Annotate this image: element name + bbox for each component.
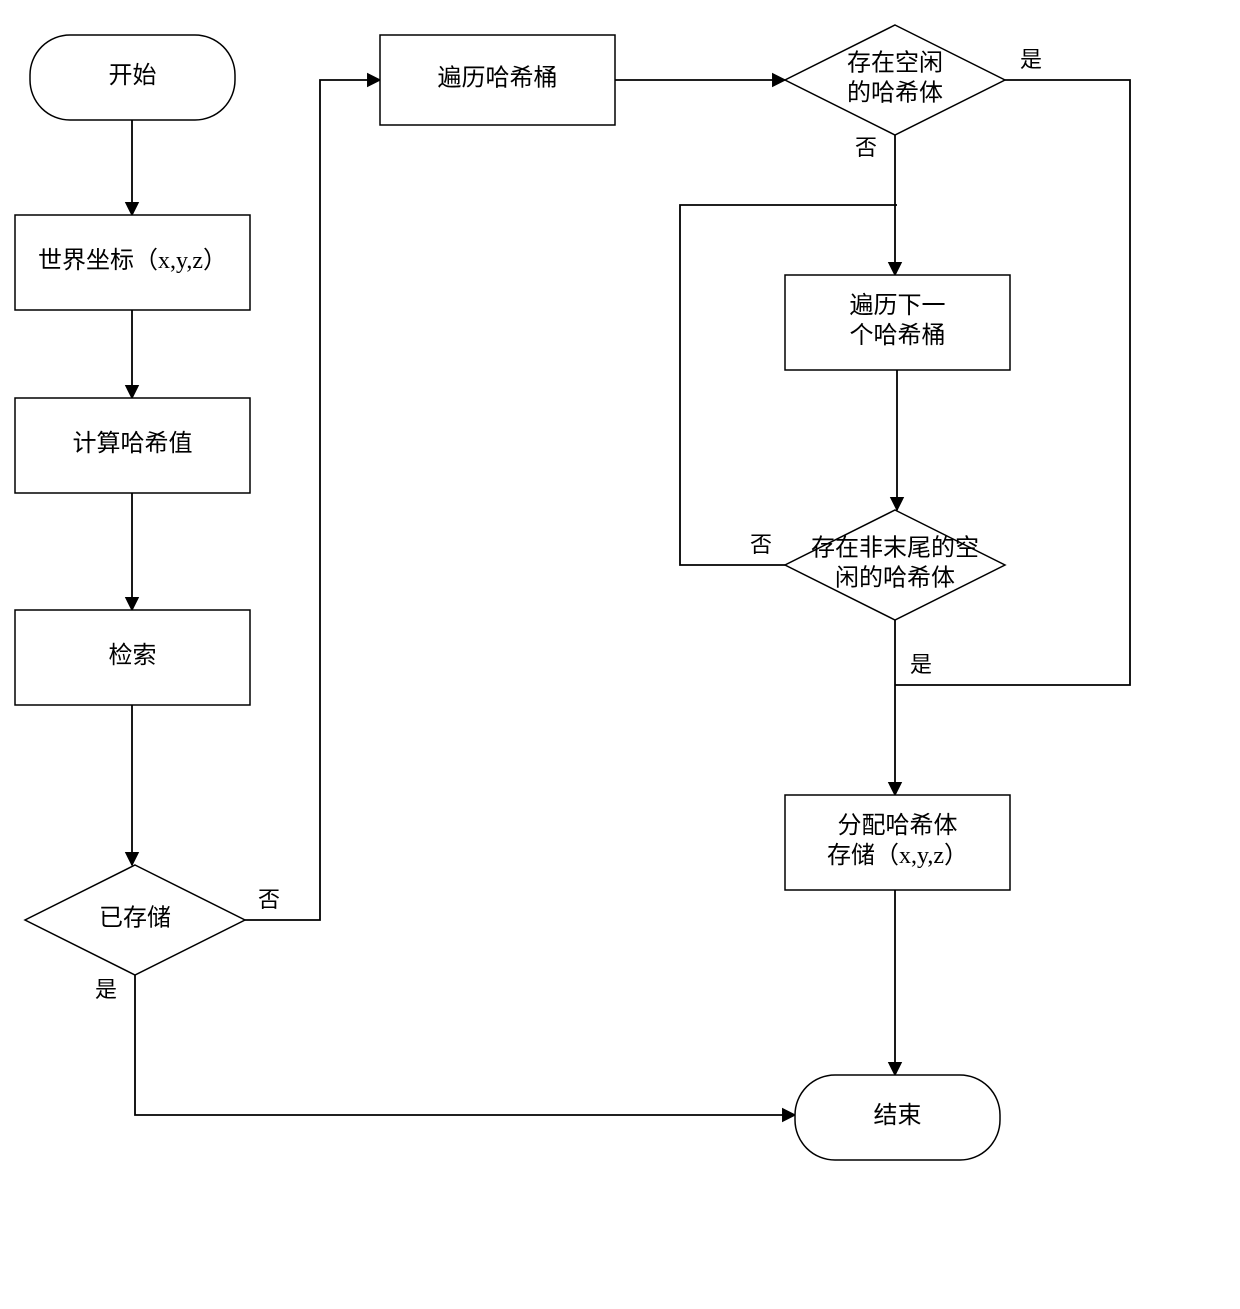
- node-free1: 存在空闲的哈希体: [785, 25, 1005, 135]
- edge-label: 是: [1020, 47, 1042, 72]
- node-alloc: 分配哈希体存储（x,y,z）: [785, 795, 1010, 890]
- node-label: 结束: [874, 1102, 922, 1129]
- edge-label: 否: [855, 135, 877, 160]
- node-label: 遍历下一: [850, 292, 946, 319]
- node-search: 检索: [15, 610, 250, 705]
- edge-label: 否: [750, 532, 772, 557]
- node-start: 开始: [30, 35, 235, 120]
- node-label: 世界坐标（x,y,z）: [38, 247, 227, 274]
- edge: [680, 205, 897, 565]
- node-trav: 遍历哈希桶: [380, 35, 615, 125]
- node-label: 存在非末尾的空: [811, 535, 979, 562]
- node-hash: 计算哈希值: [15, 398, 250, 493]
- nodes: 开始世界坐标（x,y,z） 计算哈希值检索已存储 遍历哈希桶 存在空闲的哈希体遍历下一…: [15, 25, 1010, 1160]
- node-label: 检索: [109, 642, 157, 669]
- node-label: 闲的哈希体: [835, 565, 955, 592]
- edge-label: 否: [258, 887, 280, 912]
- edge: [245, 80, 380, 920]
- node-label: 的哈希体: [847, 80, 943, 107]
- edge: [135, 975, 795, 1115]
- node-free2: 存在非末尾的空闲的哈希体: [785, 510, 1005, 620]
- edge-label: 是: [910, 652, 932, 677]
- node-label: 个哈希桶: [850, 322, 946, 349]
- node-label: 遍历哈希桶: [438, 65, 558, 92]
- node-label: 分配哈希体: [838, 812, 958, 839]
- edges: 否否是否是是: [95, 47, 1130, 1115]
- node-label: 计算哈希值: [73, 430, 193, 457]
- node-next: 遍历下一个哈希桶: [785, 275, 1010, 370]
- node-end: 结束: [795, 1075, 1000, 1160]
- node-label: 存在空闲: [847, 50, 943, 77]
- node-label: 存储（x,y,z）: [827, 842, 968, 869]
- edge-label: 是: [95, 977, 117, 1002]
- node-stored: 已存储: [25, 865, 245, 975]
- node-label: 已存储: [99, 905, 171, 932]
- node-label: 开始: [109, 62, 157, 89]
- node-coord: 世界坐标（x,y,z）: [15, 215, 250, 310]
